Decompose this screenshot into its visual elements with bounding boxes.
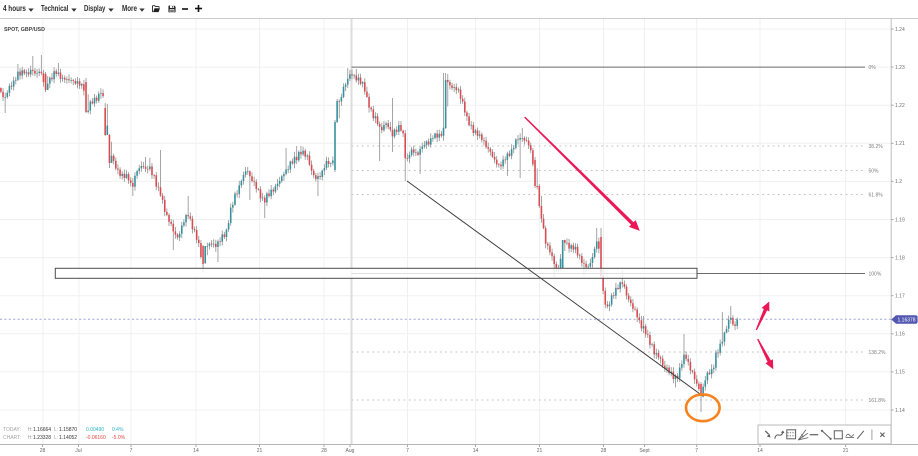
svg-text:14: 14 [193, 448, 199, 454]
svg-text:28: 28 [321, 448, 327, 454]
svg-text:1.24: 1.24 [895, 27, 905, 33]
svg-text:H:: H: [28, 435, 33, 441]
svg-text:1.15870: 1.15870 [59, 427, 77, 433]
svg-text:7: 7 [130, 448, 133, 454]
svg-text:0%: 0% [869, 65, 877, 71]
svg-text:7: 7 [406, 448, 409, 454]
svg-text:21: 21 [537, 448, 543, 454]
svg-text:21: 21 [843, 448, 849, 454]
svg-text:1.16: 1.16 [895, 332, 905, 338]
svg-text:14: 14 [473, 448, 479, 454]
svg-text:L:: L: [54, 427, 58, 433]
svg-text:28: 28 [40, 448, 46, 454]
svg-text:21: 21 [257, 448, 263, 454]
svg-text:-0.06160: -0.06160 [86, 435, 106, 441]
svg-text:H:: H: [28, 427, 33, 433]
svg-text:1.16664: 1.16664 [33, 427, 51, 433]
svg-text:1.17: 1.17 [895, 294, 905, 300]
svg-text:100%: 100% [869, 271, 882, 277]
svg-text:1.14: 1.14 [895, 408, 905, 414]
svg-text:7: 7 [695, 448, 698, 454]
svg-text:Aug: Aug [346, 448, 355, 454]
svg-text:1.19: 1.19 [895, 217, 905, 223]
svg-text:1.16378: 1.16378 [898, 317, 916, 323]
svg-text:38.2%: 38.2% [869, 144, 884, 150]
svg-text:Jul: Jul [75, 448, 81, 454]
svg-text:1.2: 1.2 [895, 179, 902, 185]
svg-text:1.23: 1.23 [895, 65, 905, 71]
svg-text:1.23328: 1.23328 [33, 435, 51, 441]
svg-text:0.00490: 0.00490 [86, 427, 104, 433]
svg-text:138.2%: 138.2% [869, 350, 887, 356]
svg-text:28: 28 [601, 448, 607, 454]
svg-text:14: 14 [757, 448, 763, 454]
svg-text:Sept: Sept [639, 448, 650, 454]
svg-text:CHART:: CHART: [3, 435, 21, 441]
svg-text:61.8%: 61.8% [869, 192, 884, 198]
svg-text:0.4%: 0.4% [112, 427, 124, 433]
svg-text:1.15: 1.15 [895, 370, 905, 376]
svg-text:SPOT, GBP/USD: SPOT, GBP/USD [4, 27, 45, 33]
svg-text:1.18: 1.18 [895, 255, 905, 261]
svg-text:1.21: 1.21 [895, 141, 905, 147]
svg-text:1.22: 1.22 [895, 103, 905, 109]
svg-text:L:: L: [54, 435, 58, 441]
svg-text:TODAY:: TODAY: [3, 427, 21, 433]
svg-text:-5.0%: -5.0% [112, 435, 126, 441]
svg-text:1.14052: 1.14052 [59, 435, 77, 441]
svg-text:161.8%: 161.8% [869, 398, 887, 404]
svg-text:50%: 50% [869, 168, 880, 174]
